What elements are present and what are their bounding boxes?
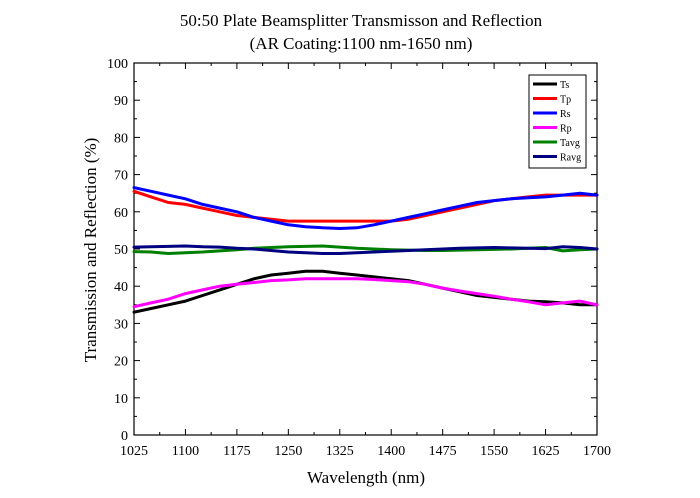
chart-title: 50:50 Plate Beamsplitter Transmisson and… (180, 11, 543, 30)
x-tick-label: 1625 (532, 444, 560, 459)
x-tick-label: 1025 (120, 444, 148, 459)
legend: Ts Tp Rs Rp Tavg Ravg (528, 74, 587, 169)
y-tick-label: 50 (114, 243, 128, 258)
series-line-ravg (132, 244, 599, 255)
chart-subtitle: (AR Coating:1100 nm-1650 nm) (250, 34, 473, 53)
y-tick-label: 20 (114, 355, 128, 370)
y-tick-label: 40 (114, 280, 128, 295)
legend-label-tp: Tp (560, 95, 571, 106)
legend-label-rs: Rs (560, 109, 571, 120)
x-tick-label: 1400 (377, 444, 405, 459)
y-tick-label: 100 (107, 57, 128, 72)
plot-area: 1025 1100 1175 1250 1325 1400 1475 1550 1625 1700… (107, 57, 611, 459)
x-tick-label: 1100 (172, 444, 199, 459)
x-tick-label: 1550 (480, 444, 508, 459)
series-line-rp (132, 277, 599, 309)
legend-label-tavg: Tavg (560, 138, 580, 149)
series-line-tp (132, 189, 599, 223)
legend-label-ravg: Ravg (560, 153, 581, 164)
series-line-rs (132, 186, 599, 230)
y-tick-label: 60 (114, 206, 128, 221)
x-tick-label: 1250 (274, 444, 302, 459)
x-tick-label: 1475 (429, 444, 457, 459)
y-tick-label: 10 (114, 392, 128, 407)
series-line-ts (132, 269, 599, 314)
y-tick-label: 30 (114, 317, 128, 332)
y-tick-label: 0 (121, 429, 128, 444)
y-tick-label: 90 (114, 94, 128, 109)
legend-box (528, 74, 587, 169)
legend-label-ts: Ts (560, 80, 569, 91)
y-tick-label: 70 (114, 169, 128, 184)
x-tick-label: 1700 (583, 444, 611, 459)
x-tick-label: 1175 (223, 444, 250, 459)
x-tick-label: 1325 (326, 444, 354, 459)
legend-label-rp: Rp (560, 124, 572, 135)
x-axis-title: Wavelength (nm) (307, 468, 425, 487)
y-tick-label: 80 (114, 131, 128, 146)
y-axis-title: Transmission and Reflection (%) (81, 138, 100, 363)
